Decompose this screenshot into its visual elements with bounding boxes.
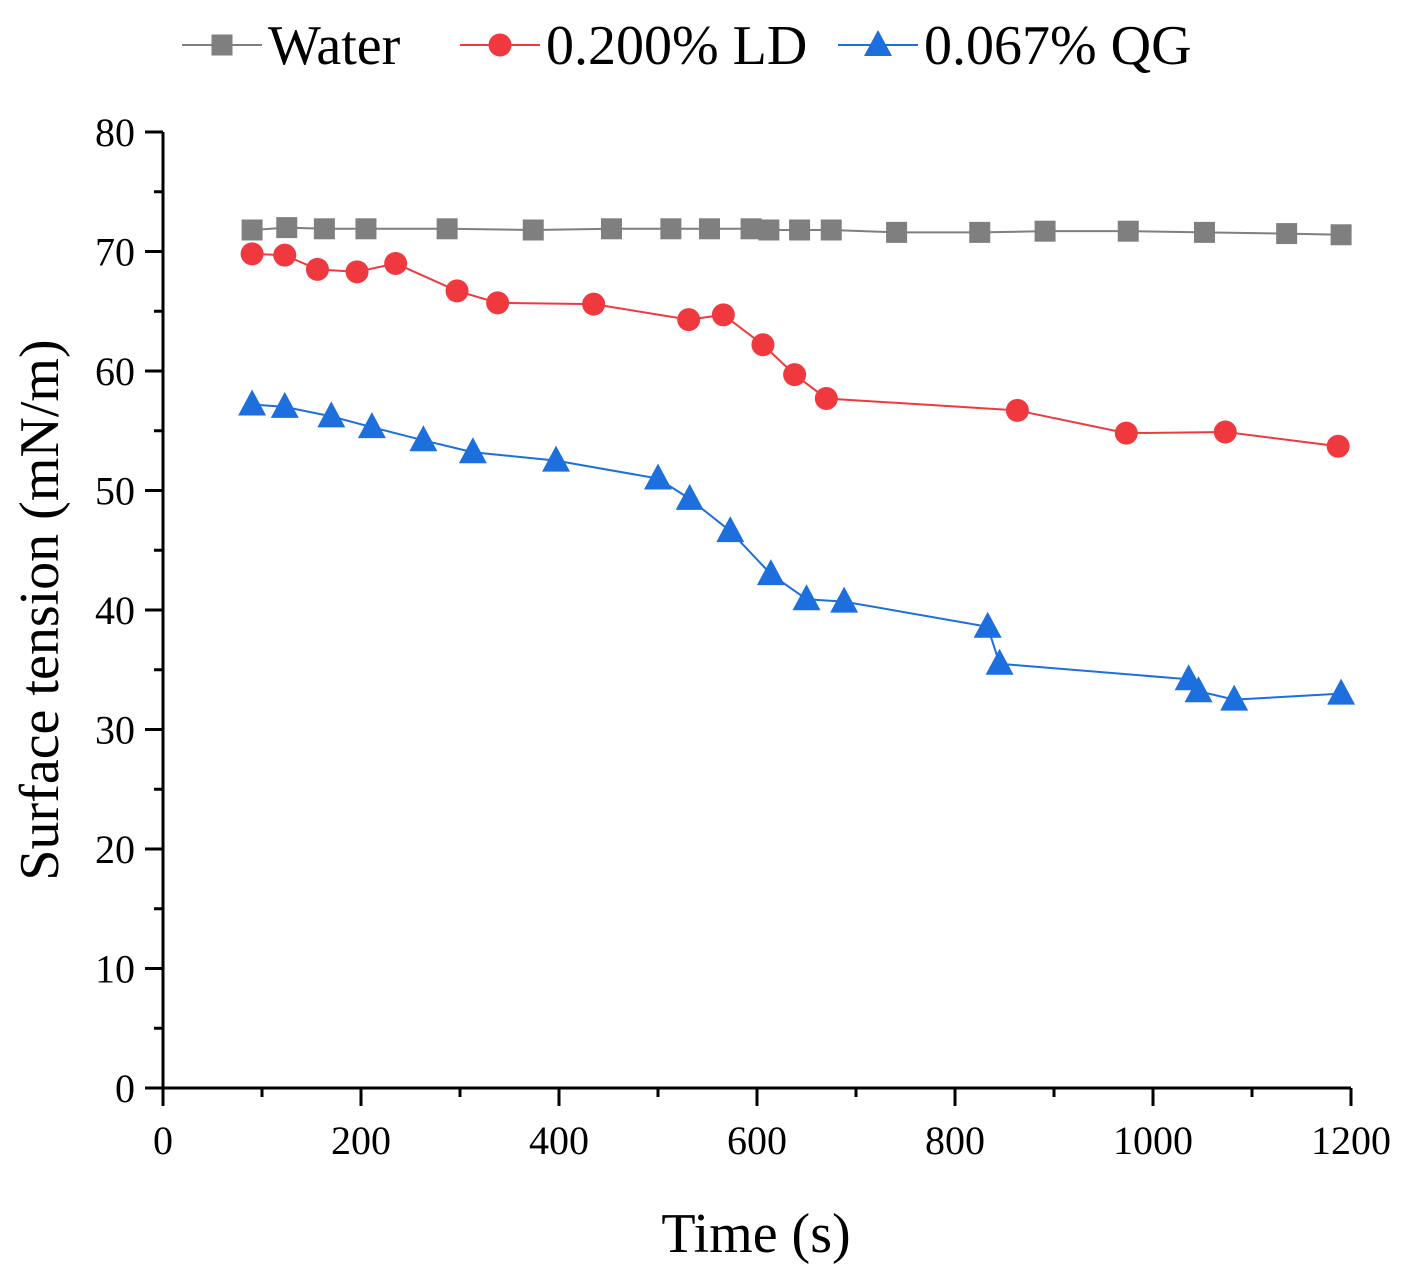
data-point — [542, 445, 571, 472]
data-point — [238, 389, 267, 416]
series-line — [252, 252, 1339, 448]
data-point — [1327, 678, 1356, 705]
data-point — [969, 221, 991, 243]
data-point — [1034, 220, 1056, 242]
data-point — [305, 257, 329, 281]
data-point — [886, 221, 908, 243]
y-tick-label: 60 — [95, 349, 135, 394]
y-tick-label: 80 — [95, 110, 135, 155]
data-point — [711, 303, 735, 327]
y-tick-label: 20 — [95, 827, 135, 872]
data-point — [698, 218, 720, 240]
data-point — [758, 219, 780, 241]
data-point — [313, 218, 335, 240]
data-point — [240, 242, 264, 266]
data-point — [1005, 398, 1029, 422]
x-tick-label: 200 — [331, 1118, 391, 1163]
series-layer — [238, 217, 1356, 711]
series-0-067-qg — [238, 389, 1356, 711]
data-point — [1193, 221, 1215, 243]
data-point — [644, 463, 672, 490]
x-tick-label: 400 — [529, 1118, 589, 1163]
x-axis-title: Time (s) — [661, 1203, 850, 1265]
legend-marker — [864, 30, 892, 56]
data-point — [675, 483, 704, 510]
data-point — [820, 219, 842, 241]
data-point — [756, 559, 785, 586]
y-tick-label: 30 — [95, 708, 135, 753]
legend-marker — [488, 33, 512, 57]
y-tick-label: 10 — [95, 947, 135, 992]
legend-entry: 0.067% QG — [838, 15, 1192, 77]
x-tick-label: 1000 — [1113, 1118, 1193, 1163]
y-axis-title: Surface tension (mN/m) — [9, 339, 71, 880]
data-point — [1114, 421, 1138, 445]
data-point — [1184, 676, 1213, 703]
legend-entry: 0.200% LD — [460, 15, 807, 77]
data-point — [985, 648, 1014, 675]
data-point — [276, 217, 298, 239]
legend-label: 0.067% QG — [924, 15, 1192, 77]
x-tick-label: 600 — [727, 1118, 787, 1163]
data-point — [792, 584, 821, 611]
data-point — [716, 516, 745, 543]
x-tick-label: 0 — [153, 1118, 173, 1163]
data-point — [486, 291, 510, 315]
legend-label: 0.200% LD — [546, 15, 807, 77]
data-point — [783, 363, 807, 387]
data-point — [830, 586, 859, 613]
legend: Water 0.200% LD 0.067% QG — [182, 15, 1192, 77]
data-point — [1213, 420, 1237, 444]
data-point — [740, 218, 762, 240]
data-point — [345, 260, 369, 284]
data-point — [241, 219, 263, 241]
data-point — [973, 611, 1002, 638]
data-point — [1326, 434, 1350, 458]
data-point — [458, 437, 487, 464]
data-point — [273, 243, 297, 267]
x-tick-label: 800 — [925, 1118, 985, 1163]
data-point — [814, 386, 838, 410]
series-0-200-ld — [240, 242, 1350, 458]
y-tick-label: 40 — [95, 588, 135, 633]
series-water — [241, 217, 1352, 246]
x-tick-label: 1200 — [1311, 1118, 1391, 1163]
data-point — [409, 425, 438, 452]
data-point — [1220, 684, 1249, 711]
data-point — [445, 279, 469, 303]
data-point — [1330, 224, 1352, 246]
data-point — [522, 219, 544, 241]
data-point — [789, 219, 811, 241]
data-point — [355, 218, 377, 240]
data-point — [357, 412, 386, 439]
y-tick-label: 50 — [95, 469, 135, 514]
legend-marker — [211, 34, 233, 56]
data-point — [317, 401, 346, 428]
data-point — [270, 391, 299, 418]
data-point — [600, 218, 622, 240]
data-point — [384, 251, 408, 275]
data-point — [660, 218, 682, 240]
y-tick-label: 0 — [115, 1066, 135, 1111]
data-point — [1276, 223, 1298, 245]
y-tick-label: 70 — [95, 230, 135, 275]
data-point — [582, 292, 606, 316]
data-point — [677, 308, 701, 332]
data-point — [751, 333, 775, 357]
data-point — [436, 218, 458, 240]
data-point — [1117, 220, 1139, 242]
legend-label: Water — [268, 15, 401, 77]
legend-entry: Water — [182, 15, 401, 77]
